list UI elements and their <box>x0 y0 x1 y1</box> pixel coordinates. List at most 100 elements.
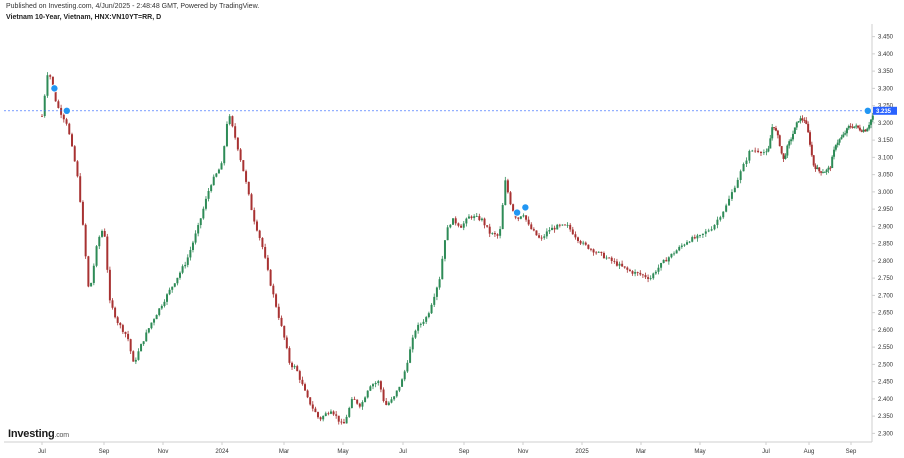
candle-body <box>116 317 119 323</box>
event-marker-icon[interactable] <box>513 208 522 217</box>
candle-body <box>155 314 158 320</box>
candle-body <box>306 390 309 398</box>
candle-body <box>449 224 452 228</box>
candle-body <box>818 167 821 172</box>
candle-body <box>626 267 629 270</box>
x-axis: Jul Sep Nov 2024 Mar May Jul Sep Nov 2025 Mar May Ju… <box>4 441 872 455</box>
candle-body <box>245 171 248 182</box>
candle-body <box>522 215 525 217</box>
event-marker-icon[interactable] <box>521 203 530 212</box>
x-tick-label: Nov <box>158 449 169 455</box>
candle-body <box>641 274 644 276</box>
candle-body <box>462 223 465 228</box>
x-tick-label: 2025 <box>575 449 589 455</box>
candle-body <box>857 125 860 128</box>
candle-body <box>769 138 772 149</box>
candle-body <box>247 181 250 195</box>
candle-body <box>733 187 736 193</box>
candle-body <box>610 257 613 261</box>
candle-body <box>483 218 486 226</box>
candle-body <box>847 126 850 129</box>
candle-body <box>797 121 800 123</box>
candle-body <box>654 271 657 274</box>
candle-body <box>574 234 577 238</box>
candle-body <box>393 396 396 400</box>
candle-body <box>525 215 528 220</box>
candle-body <box>73 146 76 162</box>
candle-body <box>553 227 556 230</box>
candle-body <box>253 210 256 222</box>
y-tick-label: 2.350 <box>878 414 894 420</box>
candle-body <box>398 386 401 391</box>
candle-body <box>417 324 420 331</box>
x-tick-label: Jul <box>762 449 770 455</box>
candle-body <box>649 278 652 279</box>
candle-body <box>111 300 114 308</box>
candle-body <box>780 146 783 154</box>
candle-body <box>210 185 213 192</box>
candle-body <box>545 231 548 237</box>
candle-body <box>660 262 663 268</box>
candle-body <box>158 308 161 315</box>
candle-body <box>327 413 330 415</box>
candle-body <box>425 317 428 322</box>
candle-body <box>173 283 176 287</box>
candle-body <box>844 133 847 135</box>
candle-body <box>197 225 200 234</box>
candle-body <box>788 141 791 146</box>
x-tick-label: 2024 <box>215 449 229 455</box>
candle-body <box>699 235 701 236</box>
candle-body <box>561 224 564 226</box>
candle-body <box>166 294 169 302</box>
candle-body <box>527 219 530 225</box>
candle-body <box>767 148 770 152</box>
event-marker-icon[interactable] <box>62 106 71 115</box>
candle-body <box>207 191 210 199</box>
y-tick-label: 3.200 <box>878 121 894 127</box>
candle-body <box>716 219 719 225</box>
candle-body <box>441 258 444 280</box>
candle-body <box>504 180 507 206</box>
candle-body <box>605 257 608 259</box>
candle-body <box>608 257 611 259</box>
candle-body <box>869 119 872 125</box>
event-marker-icon[interactable] <box>50 84 59 93</box>
candle-body <box>92 265 95 283</box>
y-axis: 3.450 3.400 3.350 3.300 3.250 3.200 3.150 3.100… <box>871 24 894 442</box>
candle-body <box>613 260 616 262</box>
candle-body <box>178 272 181 278</box>
candle-body <box>691 237 694 242</box>
candle-body <box>473 216 476 219</box>
candle-body <box>582 242 585 244</box>
event-markers[interactable] <box>50 84 872 217</box>
candle-body <box>693 237 696 239</box>
candle-body <box>311 404 314 409</box>
candle-body <box>372 384 374 387</box>
candle-body <box>680 245 683 247</box>
candle-body <box>186 257 189 265</box>
candle-body <box>379 381 382 390</box>
candle-body <box>296 366 299 372</box>
candle-body <box>401 379 404 387</box>
candle-body <box>283 325 286 338</box>
investing-logo[interactable]: Investing.com <box>8 428 69 440</box>
x-tick-label: Aug <box>804 449 815 455</box>
candle-body <box>87 256 90 287</box>
candle-body <box>688 241 691 243</box>
candle-body <box>825 169 828 173</box>
candle-body <box>353 399 356 400</box>
candle-body <box>272 285 275 295</box>
candle-body <box>443 240 446 259</box>
candle-body <box>430 304 433 314</box>
y-tick-label: 3.000 <box>878 190 894 196</box>
candle-body <box>377 381 380 383</box>
candle-body <box>470 216 473 219</box>
event-marker-icon[interactable] <box>863 106 872 115</box>
candle-body <box>556 224 559 230</box>
candle-body <box>509 192 512 205</box>
candle-body <box>652 273 655 279</box>
candle-body <box>805 120 808 124</box>
candle-body <box>595 252 598 254</box>
candle-body <box>403 371 406 380</box>
